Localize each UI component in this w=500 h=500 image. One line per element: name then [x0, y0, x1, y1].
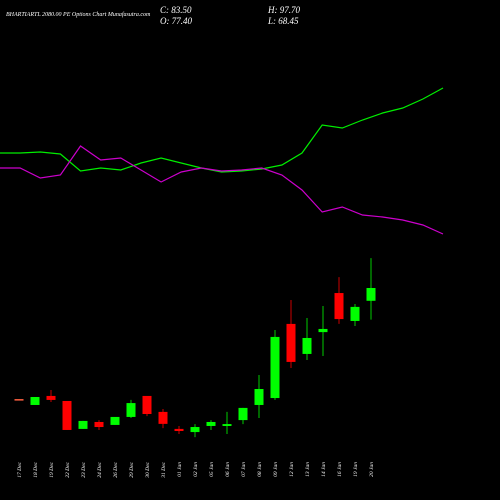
x-tick-label: 22 Dec: [65, 461, 71, 477]
candle-body: [334, 293, 344, 320]
candle-body: [110, 416, 120, 425]
x-tick-label: 02 Jan: [193, 462, 199, 477]
candle-body: [270, 336, 280, 399]
indicator-line: [0, 87, 444, 173]
high-label: H: 97.70: [267, 5, 300, 15]
indicator-line: [0, 145, 444, 235]
x-tick-label: 29 Dec: [129, 461, 135, 477]
x-tick-label: 30 Dec: [145, 461, 151, 478]
candle-body: [94, 421, 104, 428]
low-label: L: 68.45: [267, 16, 299, 26]
candle-body: [30, 396, 40, 405]
x-tick-label: 18 Dec: [33, 461, 39, 477]
x-tick-label: 01 Jan: [177, 462, 183, 477]
x-tick-label: 12 Jan: [289, 462, 295, 477]
candle-body: [222, 424, 232, 426]
x-tick-label: 19 Dec: [49, 461, 55, 477]
chart-title: BHARTIARTL 2080.00 PE Options Chart Muna…: [6, 11, 151, 18]
x-tick-label: 19 Jan: [353, 462, 359, 477]
candle-body: [14, 399, 24, 401]
candle-body: [46, 395, 56, 400]
candle-body: [238, 407, 248, 421]
x-tick-label: 14 Jan: [320, 462, 327, 477]
candle-body: [158, 411, 168, 424]
x-tick-label: 06 Jan: [225, 462, 231, 477]
x-tick-label: 31 Dec: [161, 461, 167, 478]
x-tick-label: 13 Jan: [305, 462, 311, 477]
open-label: O: 77.40: [160, 16, 192, 26]
x-tick-label: 20 Jan: [369, 462, 375, 477]
candle-body: [318, 328, 328, 333]
candle-body: [302, 337, 312, 354]
x-tick-label: 05 Jan: [209, 462, 215, 477]
x-tick-label: 07 Jan: [241, 462, 247, 477]
candle-body: [366, 288, 376, 301]
close-label: C: 83.50: [160, 5, 192, 15]
candle-body: [350, 306, 360, 321]
x-tick-label: 16 Jan: [337, 462, 343, 477]
x-tick-label: 08 Jan: [257, 462, 263, 477]
x-tick-label: 09 Jan: [273, 462, 279, 477]
candle-body: [286, 323, 296, 362]
candle-body: [174, 428, 184, 432]
x-tick-label: 23 Dec: [81, 461, 87, 477]
x-tick-label: 17 Dec: [17, 461, 23, 477]
candle-body: [190, 427, 200, 433]
candle-body: [126, 403, 136, 417]
candle-body: [78, 420, 88, 429]
candle-body: [206, 421, 216, 426]
x-tick-label: 24 Dec: [96, 461, 103, 477]
candle-body: [142, 395, 152, 414]
candle-body: [62, 400, 72, 430]
candle-body: [254, 389, 264, 405]
x-tick-label: 26 Dec: [113, 461, 119, 477]
